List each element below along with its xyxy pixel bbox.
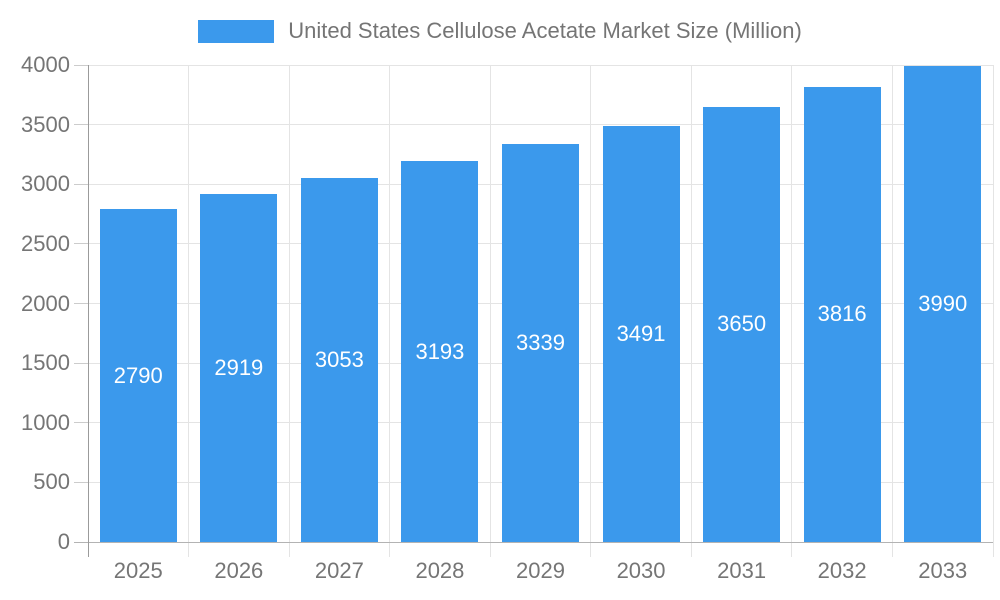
x-axis-line [88,541,993,543]
gridline-vertical [489,65,491,542]
gridline-horizontal [88,64,993,66]
y-tick [74,124,88,126]
y-tick [74,422,88,424]
y-tick-label: 3500 [21,111,70,137]
y-tick-label: 0 [57,529,70,554]
x-tick-label: 2029 [516,558,565,583]
bar-value-label: 3816 [817,301,867,327]
y-tick [74,64,88,66]
y-tick [74,243,88,245]
bar-value-label: 3990 [918,291,968,317]
bar-2032[interactable] [803,86,881,542]
x-tick-label: 2031 [717,558,767,583]
x-tick [489,542,491,557]
gridline-vertical [992,65,994,542]
gridline-vertical [891,65,893,542]
x-tick [389,542,391,557]
x-tick [791,542,793,557]
gridline-vertical [690,65,692,542]
x-tick [992,542,994,557]
y-tick [74,303,88,304]
y-tick-label: 1500 [21,350,70,376]
x-tick-label: 2025 [113,558,163,583]
x-tick-label: 2033 [918,558,968,583]
gridline-horizontal [88,124,993,126]
legend-swatch [198,19,275,43]
y-tick-label: 500 [33,469,70,495]
bar-value-label: 3193 [415,338,465,364]
y-axis-line [87,65,89,557]
y-tick [74,481,88,483]
bar-value-label: 3650 [717,311,767,337]
legend-item[interactable]: United States Cellulose Acetate Market S… [0,16,1000,46]
bar-value-label: 3339 [516,329,565,355]
bar-value-label: 2919 [214,354,264,380]
y-tick-label: 4000 [21,52,70,77]
y-tick-label: 2500 [21,230,70,256]
bar-2031[interactable] [703,106,781,542]
bar-value-label: 3053 [314,346,364,372]
gridline-vertical [288,65,290,542]
y-tick-label: 1000 [21,409,70,435]
y-tick [74,541,88,543]
x-tick [288,542,290,557]
gridline-vertical [590,65,592,542]
x-tick-label: 2032 [817,558,867,583]
gridline-vertical [791,65,793,542]
bar-2027[interactable] [300,177,378,542]
bar-value-label: 2790 [113,362,163,388]
x-tick [590,542,592,557]
bar-2025[interactable] [99,209,177,542]
x-tick [891,542,893,557]
x-tick-label: 2027 [314,558,364,583]
y-tick [74,183,88,185]
y-tick-label: 2000 [21,290,70,316]
bar-2026[interactable] [200,193,278,542]
x-tick-label: 2028 [415,558,465,583]
gridline-vertical [389,65,391,542]
y-tick-label: 3000 [21,171,70,197]
x-tick-label: 2026 [214,558,264,583]
bar-2029[interactable] [502,143,579,542]
bar-2028[interactable] [401,161,479,542]
legend-label: United States Cellulose Acetate Market S… [288,18,802,43]
y-tick [74,362,88,364]
x-tick [188,542,190,557]
bar-2033[interactable] [904,66,982,542]
bar-2030[interactable] [602,125,680,542]
x-tick [690,542,692,557]
bar-value-label: 3491 [616,320,666,346]
x-tick-label: 2030 [616,558,666,583]
gridline-vertical [188,65,190,542]
